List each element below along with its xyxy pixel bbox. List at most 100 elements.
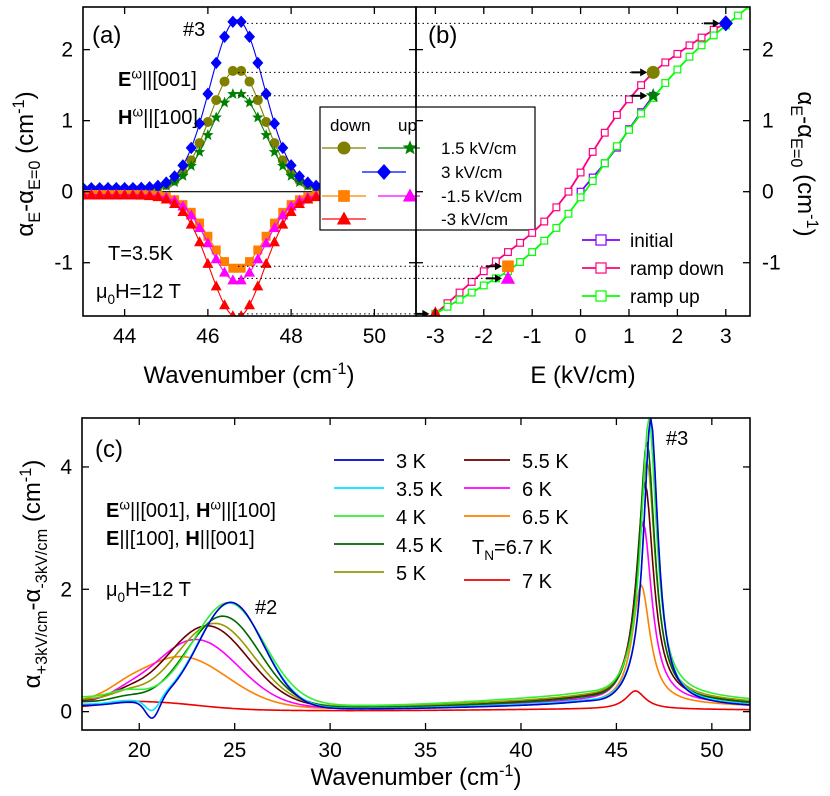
polarization-line-1-part: H [196, 500, 210, 522]
data-point [504, 248, 512, 257]
data-point [733, 11, 742, 20]
y-tick-label: 1 [762, 110, 774, 133]
x-tick-label: 20 [128, 739, 151, 762]
data-point [552, 223, 561, 232]
data-point [302, 193, 314, 204]
data-point [252, 111, 264, 123]
x-tick-label: 0 [575, 325, 587, 348]
neel-temperature-label-part: =6.7 K [494, 537, 553, 559]
x-axis-label-part: -1 [332, 360, 347, 378]
data-point [194, 221, 206, 232]
data-point [244, 266, 255, 277]
data-point [285, 205, 297, 216]
data-point [160, 176, 172, 189]
data-point [237, 310, 245, 316]
data-point [194, 236, 206, 247]
y-axis-label-part: E [787, 105, 805, 116]
data-point [210, 111, 222, 123]
legend-label: ramp down [630, 259, 724, 280]
data-point [110, 189, 122, 200]
data-point [211, 245, 221, 255]
data-point [516, 238, 525, 247]
data-point [228, 263, 238, 273]
arrow-head [422, 309, 430, 316]
data-point [552, 203, 561, 212]
legend-marker [402, 140, 418, 155]
data-point [637, 109, 646, 118]
data-point [235, 274, 247, 285]
data-point [268, 146, 281, 157]
x-tick-label: 48 [279, 325, 302, 348]
data-point [211, 95, 222, 106]
data-point [144, 181, 156, 194]
highlight-point [718, 15, 733, 32]
data-point [588, 147, 597, 156]
data-point [612, 111, 621, 119]
neel-temperature-label-part: N [484, 548, 494, 563]
polarization-line-1-part: ||[001], [130, 500, 196, 522]
x-axis-label: Wavenumber (cm-1) [311, 762, 522, 791]
legend-label: 3 K [396, 451, 427, 473]
x-axis-label-part: Wavenumber (cm [144, 362, 332, 389]
x-axis-label-part: ) [514, 764, 522, 791]
data-point [625, 125, 633, 134]
data-point [588, 177, 597, 185]
y-axis-label-part: (cm [12, 114, 39, 161]
data-point [612, 142, 621, 151]
data-point [540, 217, 549, 226]
highlight-point [646, 65, 660, 79]
legend-label: ramp up [630, 287, 700, 308]
polarization-e-part: E [118, 69, 131, 91]
data-point [260, 257, 272, 268]
data-point [169, 197, 181, 208]
data-point [685, 52, 694, 61]
y-axis-label-part: -α [792, 116, 819, 138]
polarization-line-1-part: ω [210, 497, 221, 512]
polarization-h: Hω||[100] [118, 104, 198, 129]
y-axis-label-part: -α [12, 190, 39, 212]
polarization-line-1-part: ||[100] [221, 500, 276, 522]
legend-a: down up 1.5 kV/cm 3 kV/cm -1.5 kV/cm -3 kV/cm [319, 106, 536, 231]
highlight-point [645, 87, 661, 103]
data-point [293, 197, 305, 208]
data-point [564, 187, 573, 196]
data-point [252, 56, 264, 70]
x-tick-label: 25 [223, 739, 246, 762]
neel-temperature-label-part: T [472, 537, 484, 559]
data-point [203, 231, 213, 241]
data-point [244, 30, 255, 43]
panel-label: (b) [428, 22, 457, 49]
field-label-part: 0 [108, 292, 116, 307]
legend-marker [402, 188, 418, 202]
y-axis-label-part: -1 [17, 468, 35, 483]
data-point [277, 159, 289, 171]
plot-frame [81, 417, 751, 731]
data-point [285, 169, 297, 181]
legend-marker [595, 234, 607, 246]
legend-label: 5.5 K [522, 451, 569, 473]
y-axis-label-part: ) [19, 460, 46, 468]
data-point [235, 15, 247, 28]
legend-marker [338, 190, 350, 202]
data-point [119, 189, 131, 200]
x-axis-label-part: Wavenumber (cm [311, 764, 499, 791]
data-point [160, 193, 172, 204]
x-tick-label: 44 [113, 325, 137, 348]
y-axis-label-part: -1 [10, 99, 28, 114]
polarization-line-2-part: H [185, 528, 199, 550]
polarization-h-part: ||[100] [143, 107, 198, 129]
data-point [218, 96, 231, 108]
legend-header-up: up [398, 116, 417, 135]
legend-label: initial [630, 231, 673, 252]
data-point [268, 236, 280, 247]
data-point [185, 218, 197, 229]
x-tick-label: -2 [474, 325, 493, 348]
legend-marker [376, 163, 392, 181]
data-point [219, 266, 231, 277]
data-point [709, 31, 718, 40]
arrow-head [640, 68, 648, 77]
data-point [261, 231, 271, 241]
field-label: μ0H=12 T [96, 281, 181, 307]
x-axis-label: Wavenumber (cm-1) [144, 360, 355, 389]
data-point [185, 209, 197, 220]
